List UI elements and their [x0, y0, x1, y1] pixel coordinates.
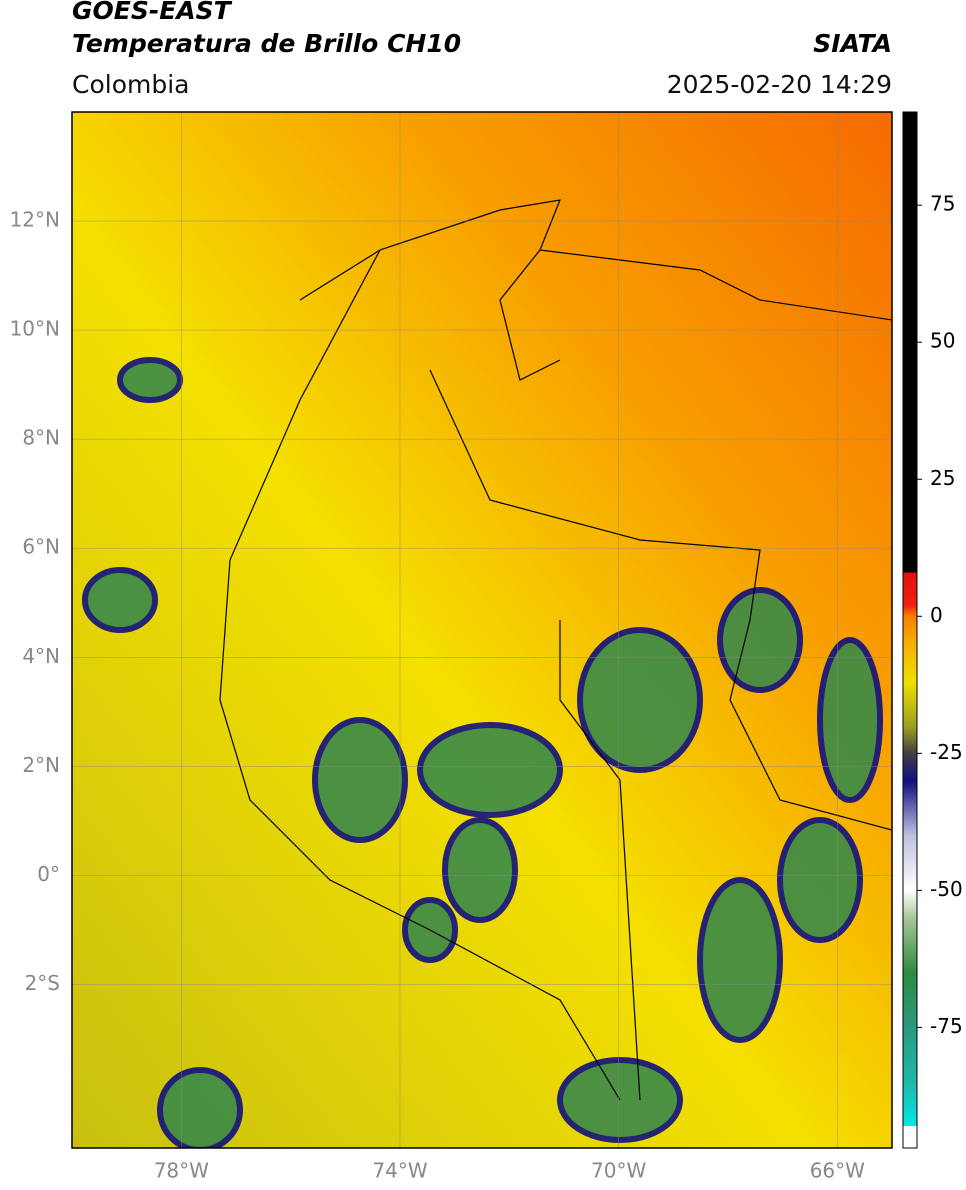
product: Temperatura de Brillo CH10 — [72, 29, 461, 58]
y-tick-label: 12°N — [10, 208, 60, 232]
colorbar-tick-label: -25 — [930, 740, 963, 764]
source: SIATA — [813, 29, 892, 58]
colorbar-tick-label: 25 — [930, 466, 955, 490]
colorbar-tick-label: -50 — [930, 877, 963, 901]
y-tick-label: 10°N — [10, 317, 60, 341]
colorbar-tick-label: 50 — [930, 329, 955, 353]
colorbar-tick-label: 0 — [930, 603, 943, 627]
colorbar-tick-label: -75 — [930, 1014, 963, 1038]
y-tick-label: 2°S — [25, 971, 60, 995]
y-tick-label: 0° — [37, 862, 60, 886]
y-tick-label: 4°N — [22, 644, 60, 668]
x-tick-label: 66°W — [810, 1159, 865, 1183]
x-tick-label: 70°W — [591, 1159, 646, 1183]
imagery — [72, 112, 892, 1148]
satellite: GOES-EAST — [72, 0, 233, 25]
y-tick-label: 2°N — [22, 753, 60, 777]
x-tick-label: 74°W — [372, 1159, 427, 1183]
y-tick-label: 6°N — [22, 535, 60, 559]
timestamp: 2025-02-20 14:29 — [667, 70, 892, 99]
colorbar-tick-label: 75 — [930, 192, 955, 216]
colorbar — [902, 111, 918, 1149]
map-frame — [71, 111, 893, 1149]
x-tick-label: 78°W — [154, 1159, 209, 1183]
y-tick-label: 8°N — [22, 426, 60, 450]
region: Colombia — [72, 70, 189, 99]
